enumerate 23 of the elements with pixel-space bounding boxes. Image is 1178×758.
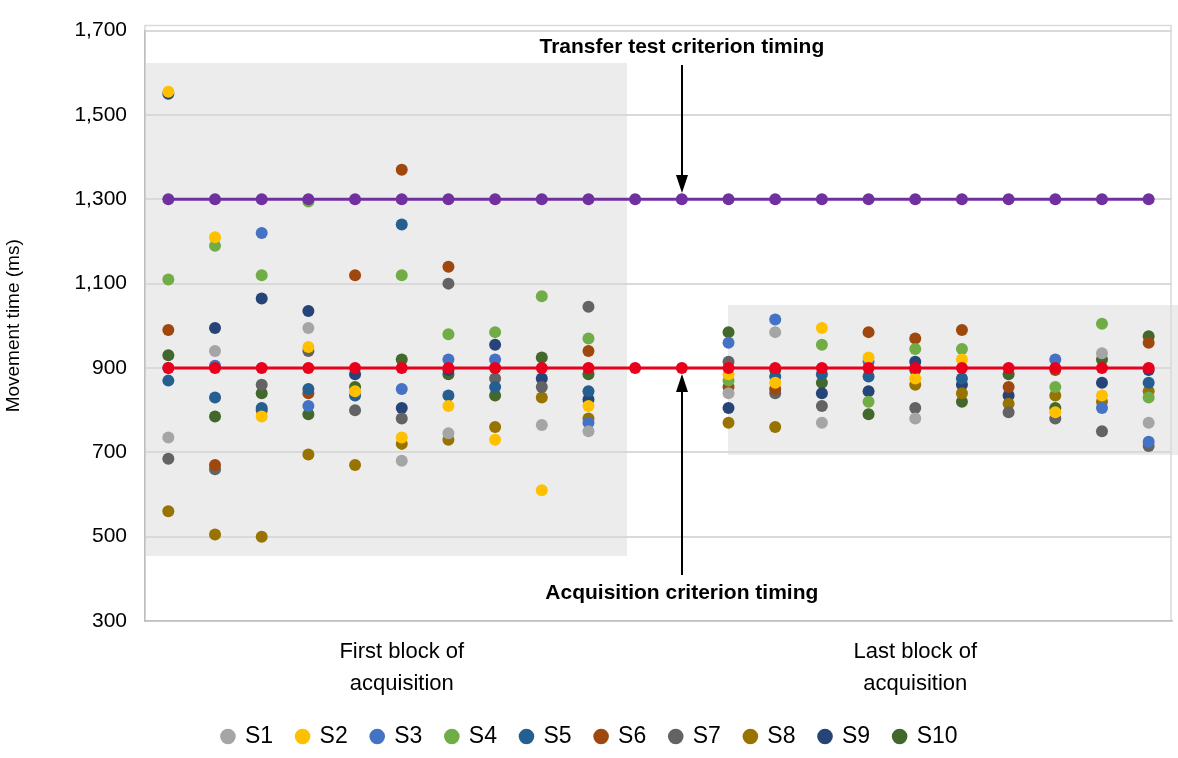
- text: Last block of acquisition: [853, 638, 978, 696]
- legend-label: S4: [468, 721, 498, 748]
- legend-label: S1: [244, 721, 274, 748]
- text: First block of acquisition: [339, 638, 465, 696]
- legend-label: S7: [692, 721, 721, 748]
- annotation: Transfer test criterion timing: [539, 34, 825, 58]
- legend-label: S9: [842, 721, 871, 748]
- y-tick-label: 500: [91, 523, 127, 547]
- y-tick-label: 1,500: [74, 101, 127, 125]
- y-tick-label: 900: [91, 354, 127, 378]
- y-tick-label: 1,300: [74, 186, 127, 210]
- legend-label: S6: [618, 721, 647, 748]
- y-tick-label: 300: [91, 607, 127, 631]
- legend-label: S10: [916, 721, 958, 748]
- legend-label: S3: [394, 721, 423, 748]
- legend-label: S8: [767, 721, 796, 748]
- annotation: Acquisition criterion timing: [545, 579, 819, 603]
- y-axis-title: Movement time (ms): [1, 239, 23, 413]
- y-tick-label: 1,700: [74, 17, 127, 41]
- y-tick-label: 1,100: [74, 270, 127, 294]
- y-tick-label: 700: [91, 439, 127, 463]
- legend-label: S5: [543, 721, 572, 748]
- legend-label: S2: [319, 721, 348, 748]
